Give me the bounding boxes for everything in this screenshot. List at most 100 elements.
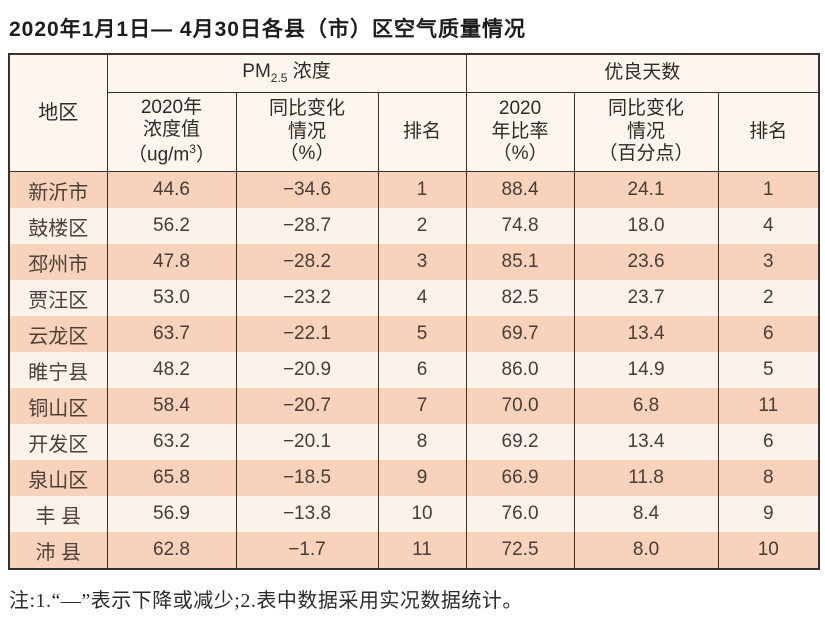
region-cell: 睢宁县 — [8, 352, 108, 388]
pm-change-cell: −13.8 — [235, 496, 379, 532]
gd-ratio-cell: 82.5 — [465, 280, 575, 316]
pm-change-cell: −28.7 — [235, 208, 379, 244]
gd-rank-cell: 9 — [717, 496, 820, 532]
gd-rank-cell: 10 — [717, 532, 820, 569]
pm-value-cell: 44.6 — [106, 171, 237, 208]
pm-rank-cell: 4 — [377, 280, 467, 316]
table-row: 邳州市 47.8 −28.2 3 85.1 23.6 3 — [8, 244, 820, 280]
pm-rank-cell: 8 — [377, 424, 467, 460]
header-line: 情况 — [287, 120, 326, 142]
pm-value-cell: 48.2 — [106, 352, 237, 388]
table-row: 云龙区 63.7 −22.1 5 69.7 13.4 6 — [8, 316, 820, 352]
pm-rank-cell: 2 — [377, 208, 467, 244]
footnote: 注:1.“—”表示下降或减少;2.表中数据采用实况数据统计。 — [9, 590, 523, 612]
header-gd-ratio: 2020 年比率 （%） — [465, 92, 575, 172]
pm-change-cell: −20.1 — [235, 424, 379, 460]
pm-rank-cell: 1 — [377, 171, 467, 208]
gd-rank-cell: 1 — [717, 171, 820, 208]
table-row: 丰 县 56.9 −13.8 10 76.0 8.4 9 — [8, 496, 820, 532]
region-cell: 云龙区 — [8, 316, 108, 352]
header-pm-change: 同比变化 情况 （%） — [235, 92, 379, 172]
pm-value-cell: 53.0 — [106, 280, 237, 316]
table-body: 新沂市 44.6 −34.6 1 88.4 24.1 1 鼓楼区 56.2 −2… — [8, 171, 820, 569]
header-line: 年比率 — [491, 120, 549, 142]
air-quality-table: 地区 PM2.5 浓度 优良天数 2020年 浓度值 （ug/m3） 同比变化 … — [8, 53, 821, 570]
gd-ratio-cell: 85.1 — [465, 244, 575, 280]
gd-ratio-cell: 76.0 — [465, 496, 575, 532]
table-header: 地区 PM2.5 浓度 优良天数 2020年 浓度值 （ug/m3） 同比变化 … — [8, 53, 820, 172]
header-line: （ug/m3） — [128, 142, 215, 166]
gd-change-cell: 8.0 — [573, 532, 719, 569]
pm-suffix: 浓度 — [287, 61, 331, 83]
table-row: 铜山区 58.4 −20.7 7 70.0 6.8 11 — [8, 388, 820, 424]
region-cell: 丰 县 — [8, 496, 108, 532]
gd-rank-cell: 2 — [717, 280, 820, 316]
pm-rank-cell: 5 — [377, 316, 467, 352]
gd-ratio-cell: 70.0 — [465, 388, 575, 424]
header-good-days-group: 优良天数 — [465, 53, 820, 93]
pm-change-cell: −1.7 — [235, 532, 379, 569]
pm-rank-cell: 11 — [377, 532, 467, 569]
pm-label: PM — [242, 61, 271, 83]
pm-rank-cell: 9 — [377, 460, 467, 496]
pm-change-cell: −23.2 — [235, 280, 379, 316]
header-line: 2020年 — [140, 96, 203, 118]
region-cell: 邳州市 — [8, 244, 108, 280]
gd-rank-cell: 4 — [717, 208, 820, 244]
header-line: （%） — [279, 143, 335, 165]
gd-rank-cell: 8 — [717, 460, 820, 496]
gd-rank-cell: 5 — [717, 352, 820, 388]
header-gd-rank: 排名 — [717, 92, 820, 172]
pm-change-cell: −22.1 — [235, 316, 379, 352]
gd-ratio-cell: 69.7 — [465, 316, 575, 352]
header-line: 2020 — [498, 97, 542, 119]
pm-value-cell: 56.9 — [106, 496, 237, 532]
region-cell: 开发区 — [8, 424, 108, 460]
gd-rank-cell: 6 — [717, 424, 820, 460]
table-row: 鼓楼区 56.2 −28.7 2 74.8 18.0 4 — [8, 208, 820, 244]
region-cell: 新沂市 — [8, 171, 108, 208]
table-row: 泉山区 65.8 −18.5 9 66.9 11.8 8 — [8, 460, 820, 496]
pm-value-cell: 56.2 — [106, 208, 237, 244]
gd-ratio-cell: 69.2 — [465, 424, 575, 460]
gd-change-cell: 14.9 — [573, 352, 719, 388]
pm-value-cell: 58.4 — [106, 388, 237, 424]
header-region: 地区 — [8, 53, 108, 172]
header-gd-change: 同比变化 情况 （百分点） — [573, 92, 719, 172]
region-cell: 沛 县 — [8, 532, 108, 569]
pm-change-cell: −18.5 — [235, 460, 379, 496]
header-line: 同比变化 — [608, 97, 685, 119]
header-pm25-group: PM2.5 浓度 — [106, 53, 467, 93]
gd-ratio-cell: 86.0 — [465, 352, 575, 388]
pm-change-cell: −20.7 — [235, 388, 379, 424]
pm-value-cell: 47.8 — [106, 244, 237, 280]
gd-rank-cell: 11 — [717, 388, 820, 424]
gd-change-cell: 6.8 — [573, 388, 719, 424]
gd-change-cell: 11.8 — [573, 460, 719, 496]
gd-change-cell: 13.4 — [573, 316, 719, 352]
table-row: 沛 县 62.8 −1.7 11 72.5 8.0 10 — [8, 532, 820, 569]
gd-change-cell: 23.6 — [573, 244, 719, 280]
gd-change-cell: 13.4 — [573, 424, 719, 460]
header-line: （百分点） — [598, 143, 694, 165]
pm-value-cell: 62.8 — [106, 532, 237, 569]
pm-rank-cell: 3 — [377, 244, 467, 280]
gd-rank-cell: 3 — [717, 244, 820, 280]
gd-ratio-cell: 72.5 — [465, 532, 575, 569]
gd-change-cell: 24.1 — [573, 171, 719, 208]
gd-rank-cell: 6 — [717, 316, 820, 352]
table-row: 开发区 63.2 −20.1 8 69.2 13.4 6 — [8, 424, 820, 460]
pm-subscript: 2.5 — [270, 71, 288, 86]
pm-value-cell: 63.2 — [106, 424, 237, 460]
pm-rank-cell: 6 — [377, 352, 467, 388]
gd-ratio-cell: 74.8 — [465, 208, 575, 244]
pm-change-cell: −34.6 — [235, 171, 379, 208]
header-pm-rank: 排名 — [377, 92, 467, 172]
pm-rank-cell: 7 — [377, 388, 467, 424]
table-row: 贾汪区 53.0 −23.2 4 82.5 23.7 2 — [8, 280, 820, 316]
region-cell: 铜山区 — [8, 388, 108, 424]
header-pm-value: 2020年 浓度值 （ug/m3） — [106, 92, 237, 172]
table-row: 新沂市 44.6 −34.6 1 88.4 24.1 1 — [8, 171, 820, 208]
pm-rank-cell: 10 — [377, 496, 467, 532]
page-title: 2020年1月1日— 4月30日各县（市）区空气质量情况 — [9, 18, 526, 41]
